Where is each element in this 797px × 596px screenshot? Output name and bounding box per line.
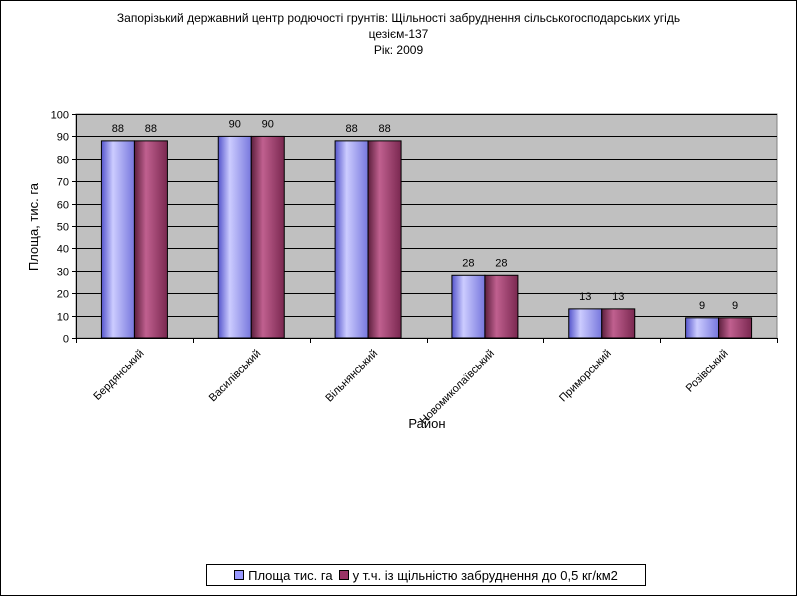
y-tick-label-0: 0: [63, 334, 69, 346]
bar-series-1-3: [451, 274, 486, 339]
y-tick-label-80: 80: [57, 155, 69, 167]
gridlines: [76, 114, 777, 317]
x-tick-label-2: Вільнянський: [323, 348, 380, 405]
data-label-series-2-3: 28: [495, 257, 507, 269]
x-axis: Бердянський Василівський Вільнянський Новом…: [76, 338, 778, 427]
bar-series-2-2: [367, 140, 402, 339]
y-tick-label-40: 40: [57, 244, 69, 256]
bar-series-1-0: [100, 140, 135, 339]
bar-series-1-1: [217, 135, 252, 339]
chart-title-line-1: Запорізький державний центр родючості гр…: [116, 11, 681, 25]
bar-series-2-5: [718, 317, 753, 339]
y-tick-label-70: 70: [57, 177, 69, 189]
data-label-series-2-5: 9: [732, 300, 738, 312]
y-tick-label-50: 50: [57, 222, 69, 234]
bars: [100, 135, 753, 339]
chart-title-line-2: цезієм-137: [368, 27, 429, 41]
bar-series-2-3: [484, 274, 519, 339]
bar-series-2-0: [133, 140, 168, 339]
legend-swatch-series-2: [338, 570, 349, 580]
x-tick-label-4: Приморський: [557, 348, 614, 405]
legend: Площа тис. га у т.ч. із щільністю забруд…: [206, 564, 646, 586]
data-label-series-1-1: 90: [229, 118, 241, 130]
data-label-series-1-0: 88: [112, 123, 124, 135]
y-tick-label-90: 90: [57, 132, 69, 144]
y-tick-label-20: 20: [57, 289, 69, 301]
y-tick-label-10: 10: [57, 312, 69, 324]
y-axis: 0 10 20 30 40 50 60 70 80 90 100: [51, 110, 77, 346]
y-tick-label-60: 60: [57, 200, 69, 212]
legend-item-series-1: Площа тис. га: [234, 567, 333, 583]
x-tick-label-5: Розівський: [684, 348, 731, 395]
bar-series-2-4: [601, 308, 636, 339]
bar-series-2-1: [250, 135, 285, 339]
x-tick-label-0: Бердянський: [91, 348, 146, 403]
x-axis-title: Район: [408, 416, 445, 431]
data-label-series-1-5: 9: [699, 300, 705, 312]
y-tick-label-100: 100: [51, 110, 69, 122]
chart-title-line-3: Рік: 2009: [373, 43, 424, 57]
data-label-series-2-2: 88: [378, 123, 390, 135]
chart-title: Запорізький державний центр родючості гр…: [0, 10, 797, 58]
y-axis-title: Площа, тис. га: [26, 182, 41, 271]
data-label-series-2-0: 88: [145, 123, 157, 135]
data-label-series-2-1: 90: [262, 118, 274, 130]
data-label-series-1-2: 88: [345, 123, 357, 135]
data-label-series-2-4: 13: [612, 291, 624, 303]
bar-series-1-5: [685, 317, 720, 339]
data-label-series-1-4: 13: [579, 291, 591, 303]
y-tick-label-30: 30: [57, 267, 69, 279]
bar-series-1-4: [568, 308, 603, 339]
legend-label-series-1: Площа тис. га: [248, 567, 333, 583]
bar-series-1-2: [334, 140, 369, 339]
legend-swatch-series-1: [234, 570, 245, 580]
legend-label-series-2: у т.ч. із щільністю забруднення до 0,5 к…: [352, 567, 618, 583]
data-labels: 88 88 90 90 88 88 28 28 13 13 9 9: [112, 118, 738, 311]
data-label-series-1-3: 28: [462, 257, 474, 269]
x-tick-label-1: Василівський: [207, 348, 264, 405]
x-tick-label-3: Новомиколаївський: [418, 348, 497, 427]
legend-item-series-2: у т.ч. із щільністю забруднення до 0,5 к…: [338, 567, 618, 583]
